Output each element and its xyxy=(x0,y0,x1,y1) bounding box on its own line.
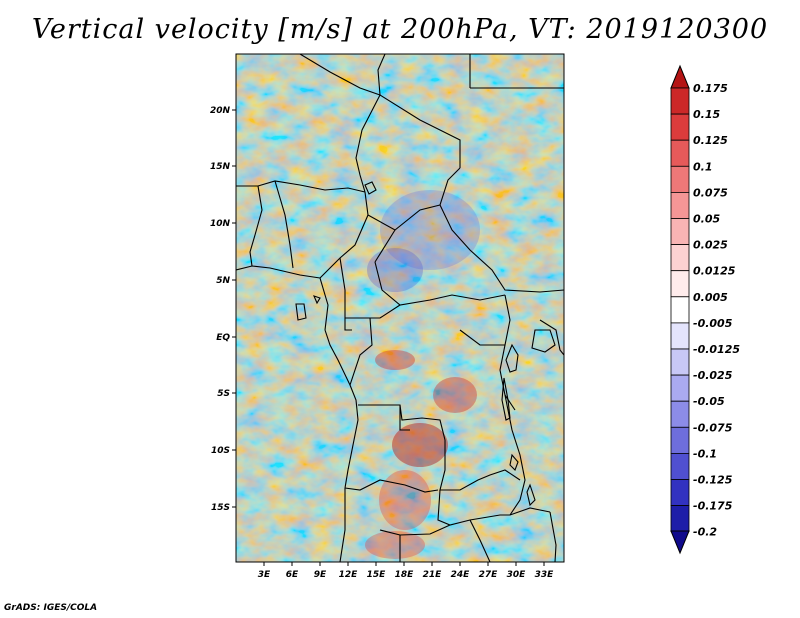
lon-label: 33E xyxy=(535,570,555,580)
colorbar-segment xyxy=(670,400,690,428)
lon-tick-30e: 30E xyxy=(507,562,527,580)
lon-tick-27e: 27E xyxy=(479,562,499,580)
lon-label: 21E xyxy=(423,570,443,580)
lon-tick-18e: 18E xyxy=(395,562,415,580)
lat-label: 15S xyxy=(211,503,230,513)
velocity-field xyxy=(236,54,564,562)
map-frame xyxy=(235,53,565,563)
colorbar-label: 0.075 xyxy=(693,186,728,199)
lon-label: 6E xyxy=(286,570,299,580)
lat-tick-10s: 10S xyxy=(211,446,236,456)
colorbar-segment xyxy=(670,270,690,298)
colorbar-label: 0.15 xyxy=(693,108,720,121)
lat-tick-5n: 5N xyxy=(216,276,236,286)
colorbar-segment xyxy=(670,426,690,454)
colorbar-label: -0.0125 xyxy=(693,343,740,356)
lat-tick-5s: 5S xyxy=(217,389,236,399)
lon-tick-6e: 6E xyxy=(286,562,299,580)
lat-tick-15n: 15N xyxy=(210,162,236,172)
colorbar-label: -0.05 xyxy=(693,395,725,408)
plot-title: Vertical velocity [m/s] at 200hPa, VT: 2… xyxy=(31,14,769,45)
colorbar-labels: 0.175 0.15 0.125 0.1 0.075 0.05 0.025 0.0125 0.0… xyxy=(693,82,740,539)
colorbar-segment xyxy=(670,139,690,167)
colorbar-segments xyxy=(670,87,690,533)
country-borders xyxy=(236,54,564,562)
lat-label: 20N xyxy=(210,106,231,116)
latitude-axis: 20N 15N 10N 5N EQ 5S 10S 15S xyxy=(210,106,236,513)
lon-tick-24e: 24E xyxy=(451,562,471,580)
lat-label: 10N xyxy=(210,219,231,229)
colorbar-segment xyxy=(670,374,690,402)
lat-label: EQ xyxy=(216,333,230,343)
colorbar-label: 0.1 xyxy=(693,160,713,173)
lon-tick-3e: 3E xyxy=(258,562,271,580)
longitude-axis: 3E 6E 9E 12E 15E 18E 21E 24E 27E 30E 33E xyxy=(258,562,554,580)
lon-tick-15e: 15E xyxy=(367,562,387,580)
lat-tick-20n: 20N xyxy=(210,106,236,116)
colorbar-segment xyxy=(670,322,690,350)
colorbar-label: 0.05 xyxy=(693,213,720,226)
colorbar-segment xyxy=(670,191,690,219)
colorbar-label: 0.175 xyxy=(693,82,728,95)
colorbar-arrow-bottom xyxy=(670,530,690,555)
colorbar-segment xyxy=(670,479,690,507)
lon-tick-33e: 33E xyxy=(535,562,555,580)
colorbar-segment xyxy=(670,505,690,533)
colorbar-label: 0.005 xyxy=(693,291,728,304)
colorbar-segment xyxy=(670,296,690,324)
lon-label: 18E xyxy=(395,570,415,580)
colorbar-segment xyxy=(670,348,690,376)
lon-label: 9E xyxy=(314,570,327,580)
lon-tick-9e: 9E xyxy=(314,562,327,580)
colorbar-label: 0.025 xyxy=(693,239,728,252)
lon-tick-21e: 21E xyxy=(423,562,443,580)
lon-label: 27E xyxy=(479,570,499,580)
colorbar-label: -0.025 xyxy=(693,369,733,382)
colorbar-label: 0.0125 xyxy=(693,265,736,278)
colorbar-label: -0.075 xyxy=(693,421,733,434)
colorbar-label: -0.005 xyxy=(693,317,733,330)
lat-label: 5S xyxy=(217,389,230,399)
software-credit: GrADS: IGES/COLA xyxy=(4,603,98,613)
lat-tick-10n: 10N xyxy=(210,219,236,229)
colorbar-label: -0.1 xyxy=(693,447,717,460)
lon-label: 15E xyxy=(367,570,387,580)
lat-label: 15N xyxy=(210,162,231,172)
colorbar-segment xyxy=(670,244,690,272)
lon-label: 12E xyxy=(339,570,359,580)
colorbar-segment xyxy=(670,218,690,246)
colorbar-segment xyxy=(670,165,690,193)
lon-tick-12e: 12E xyxy=(339,562,359,580)
colorbar-label: 0.125 xyxy=(693,134,728,147)
lon-label: 3E xyxy=(258,570,271,580)
colorbar-label: -0.125 xyxy=(693,474,733,487)
lat-tick-15s: 15S xyxy=(211,503,236,513)
colorbar-segment xyxy=(670,87,690,115)
colorbar-segment xyxy=(670,113,690,141)
colorbar-label: -0.175 xyxy=(693,500,733,513)
colorbar-arrow-top xyxy=(670,64,690,89)
colorbar-segment xyxy=(670,452,690,480)
lat-label: 10S xyxy=(211,446,230,456)
lon-label: 24E xyxy=(451,570,471,580)
lat-label: 5N xyxy=(216,276,230,286)
lon-label: 30E xyxy=(507,570,527,580)
colorbar-label: -0.2 xyxy=(693,526,717,539)
lat-tick-eq: EQ xyxy=(216,333,236,343)
colorbar: 0.175 0.15 0.125 0.1 0.075 0.05 0.025 0.0125 0.0… xyxy=(670,64,740,555)
